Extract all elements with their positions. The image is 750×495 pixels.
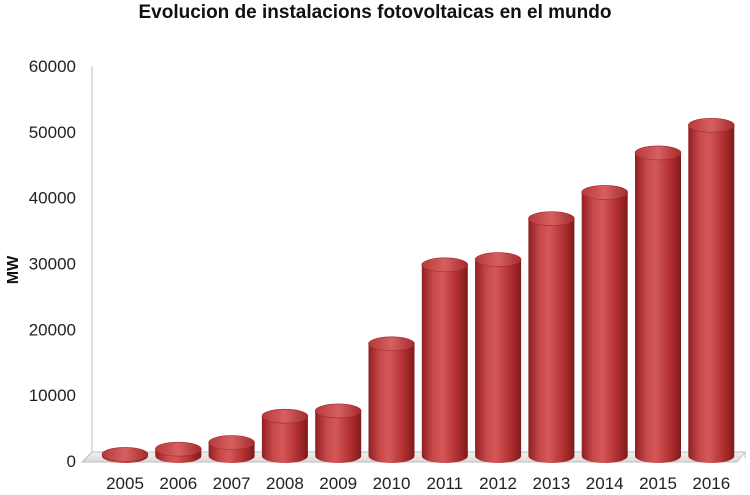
bar-top <box>528 211 575 227</box>
bar-top <box>581 185 629 200</box>
bar-top <box>101 447 149 462</box>
x-tick-label: 2016 <box>692 474 730 493</box>
bar-top <box>155 441 202 457</box>
y-tick-label: 50000 <box>29 123 76 142</box>
bar-top <box>368 336 415 352</box>
bar-2013 <box>528 211 575 464</box>
bar-body <box>635 152 681 463</box>
x-tick-label: 2011 <box>427 474 464 493</box>
x-tick-label: 2006 <box>159 474 197 493</box>
y-tick-label: 60000 <box>29 57 76 76</box>
bar-2016 <box>687 117 735 464</box>
bar-top <box>208 435 255 450</box>
chart-title: Evolucion de instalacions fotovoltaicas … <box>139 2 612 23</box>
x-tick-label: 2012 <box>479 474 517 493</box>
x-tick-label: 2013 <box>532 474 570 493</box>
x-tick-label: 2007 <box>213 474 251 493</box>
x-tick-label: 2005 <box>106 474 144 493</box>
bar-2009 <box>314 403 362 464</box>
bar-body <box>368 343 415 464</box>
y-tick-label: 40000 <box>29 189 76 208</box>
bar-top <box>421 257 469 273</box>
bar-top <box>261 408 309 424</box>
bar-top <box>474 252 522 267</box>
bar-body <box>528 218 575 464</box>
bar-2008 <box>261 408 309 464</box>
bar-2010 <box>368 336 415 464</box>
bar-body <box>421 264 468 464</box>
bar-body <box>688 125 735 464</box>
bar-body <box>475 259 522 463</box>
bar-body <box>261 416 308 464</box>
x-tick-label: 2014 <box>586 474 624 493</box>
y-tick-label: 10000 <box>29 386 76 405</box>
bars <box>101 117 735 464</box>
bar-top <box>687 117 735 133</box>
bar-body <box>315 410 362 464</box>
bar-2006 <box>155 441 202 464</box>
y-tick-label: 20000 <box>29 320 76 339</box>
x-tick-label: 2010 <box>373 474 411 493</box>
bar-2015 <box>634 145 682 463</box>
y-axis-label: MW <box>5 255 22 284</box>
bar-2005 <box>101 447 149 463</box>
x-tick-label: 2008 <box>266 474 304 493</box>
x-ticks: 2005 2006 2007 2008 2009 2010 2011 2012 2013 2014… <box>106 474 730 493</box>
x-tick-label: 2009 <box>319 474 357 493</box>
bar-top <box>634 145 682 161</box>
x-tick-label: 2015 <box>639 474 677 493</box>
bar-body <box>581 192 628 464</box>
y-tick-label: 0 <box>67 452 76 471</box>
bar-2007 <box>208 435 255 464</box>
bar-2011 <box>421 257 469 464</box>
bar-2012 <box>474 252 522 463</box>
y-tick-label: 30000 <box>29 255 76 274</box>
bar-top <box>314 403 362 419</box>
y-ticks: 0 10000 20000 30000 40000 50000 60000 <box>29 57 76 471</box>
bar-2014 <box>581 185 629 464</box>
